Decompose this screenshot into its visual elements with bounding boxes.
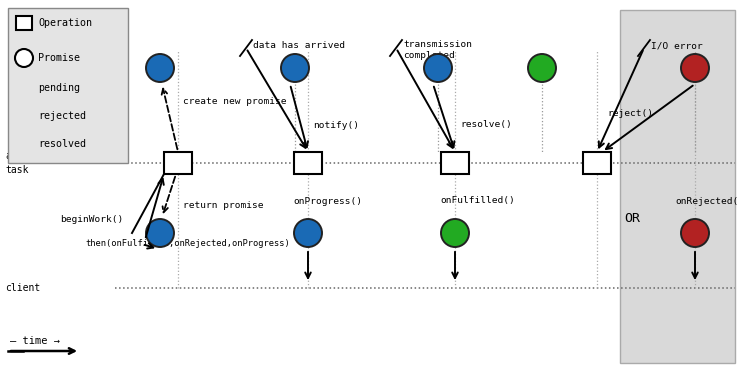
Text: task: task xyxy=(5,165,29,175)
Ellipse shape xyxy=(146,54,174,82)
Ellipse shape xyxy=(15,135,33,153)
Text: pending: pending xyxy=(38,83,80,93)
Text: — time →: — time → xyxy=(10,336,60,346)
Ellipse shape xyxy=(294,219,322,247)
Bar xyxy=(583,152,611,174)
Text: transmission
completed: transmission completed xyxy=(403,40,472,60)
Text: onRejected(): onRejected() xyxy=(675,197,738,206)
Text: onProgress(): onProgress() xyxy=(293,197,362,206)
Text: resolve(): resolve() xyxy=(460,120,511,129)
Text: OR: OR xyxy=(624,211,640,225)
Text: then(onFulfilled,onRejected,onProgress): then(onFulfilled,onRejected,onProgress) xyxy=(85,239,290,248)
Ellipse shape xyxy=(681,54,709,82)
Bar xyxy=(164,152,192,174)
Ellipse shape xyxy=(681,219,709,247)
Bar xyxy=(8,8,128,163)
Text: rejected: rejected xyxy=(38,111,86,121)
Text: data has arrived: data has arrived xyxy=(253,41,345,50)
Ellipse shape xyxy=(441,219,469,247)
Text: create new promise: create new promise xyxy=(183,97,286,106)
Text: onFulfilled(): onFulfilled() xyxy=(440,197,514,206)
Text: Promise: Promise xyxy=(38,53,80,63)
Bar xyxy=(16,16,32,30)
Bar xyxy=(620,10,735,363)
Text: notify(): notify() xyxy=(313,120,359,129)
Text: beginWork(): beginWork() xyxy=(60,216,123,225)
Ellipse shape xyxy=(281,54,309,82)
Text: asynchronous: asynchronous xyxy=(5,151,75,161)
Ellipse shape xyxy=(15,107,33,125)
Text: I/O error: I/O error xyxy=(651,41,703,50)
Text: resolved: resolved xyxy=(38,139,86,149)
Ellipse shape xyxy=(15,49,33,67)
Ellipse shape xyxy=(146,219,174,247)
Ellipse shape xyxy=(424,54,452,82)
Text: return promise: return promise xyxy=(183,201,263,210)
Ellipse shape xyxy=(15,79,33,97)
Text: reject(): reject() xyxy=(607,109,653,117)
Bar xyxy=(441,152,469,174)
Text: Operation: Operation xyxy=(38,18,92,28)
Text: client: client xyxy=(5,283,41,293)
Bar xyxy=(294,152,322,174)
Ellipse shape xyxy=(528,54,556,82)
